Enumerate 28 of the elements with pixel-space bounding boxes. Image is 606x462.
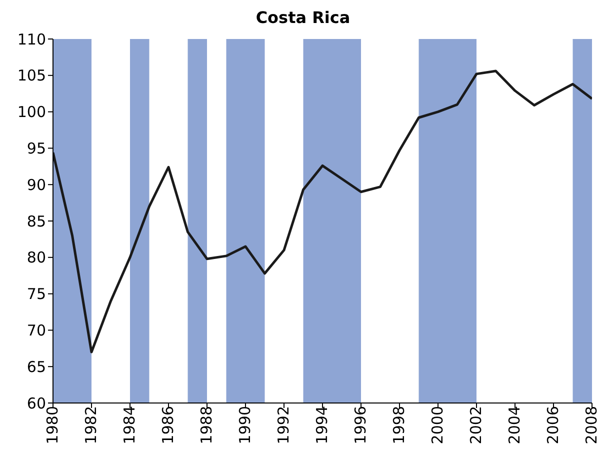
x-tick-label: 1986 (159, 406, 178, 444)
x-tick-label: 1992 (274, 406, 293, 444)
x-tick-label: 2008 (582, 406, 601, 444)
x-tick-label: 1982 (82, 406, 100, 444)
y-tick-label: 75 (26, 285, 46, 304)
y-tick-label: 100 (17, 103, 46, 122)
x-tick-label: 1994 (313, 406, 332, 444)
x-tick-label: 1984 (120, 406, 139, 444)
x-tick-label: 2002 (467, 406, 486, 444)
x-tick-label: 1990 (236, 406, 254, 444)
line-series (53, 70, 592, 354)
x-tick-label: 1996 (352, 406, 370, 444)
x-tick-label: 2000 (428, 406, 447, 444)
y-tick-label: 110 (17, 30, 46, 48)
chart-title: Costa Rica (254, 8, 352, 27)
x-tick-label: 2006 (544, 406, 562, 444)
y-tick-label: 70 (26, 322, 46, 340)
y-tick-label: 65 (26, 358, 46, 376)
x-tick-label: 1988 (198, 406, 216, 444)
y-tick-label: 90 (26, 176, 46, 194)
y-tick-label: 105 (17, 66, 46, 85)
x-tick-label: 1980 (44, 406, 62, 444)
x-tick-label: 1998 (390, 406, 408, 444)
y-tick-label: 85 (26, 212, 46, 230)
x-tick-label: 2004 (506, 406, 524, 444)
y-tick-label: 95 (26, 140, 46, 158)
y-tick-label: 60 (26, 394, 46, 412)
y-tick-label: 80 (26, 248, 46, 267)
